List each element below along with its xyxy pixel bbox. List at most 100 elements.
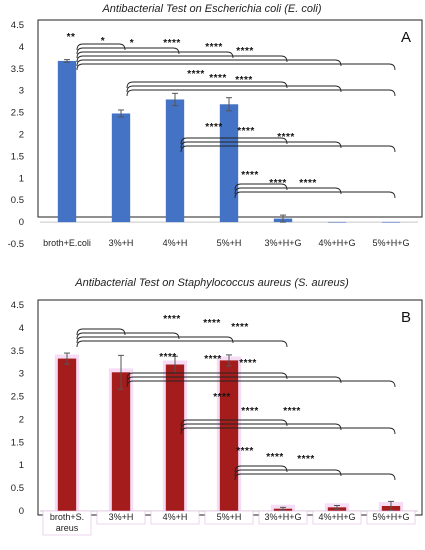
significance-label: **** — [159, 352, 177, 363]
significance-bracket — [76, 51, 234, 59]
panel-label: B — [401, 309, 411, 326]
category-label-line: 3%+H — [109, 512, 134, 522]
significance-bracket — [76, 332, 180, 340]
significance-bracket — [180, 141, 342, 149]
y-tick-label: 0.5 — [11, 483, 24, 494]
category-label: broth+S. areus — [50, 512, 84, 533]
significance-label: **** — [277, 132, 295, 143]
significance-bracket — [234, 469, 342, 477]
y-tick-label: 4.5 — [11, 300, 24, 311]
significance-bracket — [234, 191, 396, 199]
category-label-box — [96, 510, 146, 525]
category-label-box — [258, 510, 308, 525]
y-tick-label: 4.5 — [11, 20, 24, 31]
significance-label: **** — [204, 354, 222, 365]
chart-panel-b: Antibacterial Test on Staphylococcus aur… — [11, 277, 423, 536]
category-label-line: 5%+H — [217, 512, 242, 522]
significance-bracket — [180, 137, 288, 145]
bar — [165, 364, 185, 511]
category-label-line: 4%+H — [163, 512, 188, 522]
category-label: broth+E.coli — [43, 238, 91, 248]
significance-label: **** — [205, 122, 223, 133]
y-tick-label: 2 — [19, 414, 24, 425]
significance-label: **** — [269, 178, 287, 189]
significance-bracket — [126, 376, 342, 384]
significance-label: **** — [163, 314, 181, 325]
significance-bracket — [126, 380, 396, 388]
category-label-line: 4%+H+G — [318, 512, 355, 522]
bar — [219, 104, 239, 223]
significance-label: **** — [231, 322, 249, 333]
y-tick-label: 1.5 — [11, 151, 24, 162]
significance-bracket — [234, 473, 396, 481]
category-label-line: 4%+H+G — [318, 238, 355, 248]
significance-label: **** — [299, 178, 317, 189]
significance-label: **** — [239, 358, 257, 369]
bar — [111, 372, 131, 511]
y-tick-label: 1.5 — [11, 437, 24, 448]
category-label-box — [150, 510, 200, 525]
significance-label: **** — [236, 46, 254, 57]
significance-bracket — [76, 59, 342, 67]
significance-bracket — [126, 89, 396, 97]
significance-bracket — [76, 63, 396, 71]
category-label: 5%+H — [217, 238, 242, 248]
category-label: 4%+H+G — [318, 512, 355, 522]
significance-label: **** — [187, 69, 205, 80]
y-tick-label: 0 — [19, 506, 24, 517]
category-label: 3%+H+G — [264, 512, 301, 522]
y-tick-label: 3 — [19, 369, 24, 380]
category-label: 3%+H — [109, 238, 134, 248]
category-label-line: broth+E.coli — [43, 238, 91, 248]
category-label-line: 3%+H+G — [264, 512, 301, 522]
y-tick-label: 4 — [19, 323, 24, 334]
category-label-line: 3%+H+G — [264, 238, 301, 248]
significance-label: * — [130, 38, 134, 49]
significance-label: **** — [241, 170, 259, 181]
category-label-box — [42, 510, 92, 536]
significance-bracket — [76, 55, 288, 63]
significance-bracket — [126, 372, 288, 380]
significance-bracket — [76, 47, 180, 55]
significance-label: **** — [205, 42, 223, 53]
category-label: 3%+H — [109, 512, 134, 522]
bar — [165, 99, 185, 223]
bar — [111, 113, 131, 223]
y-tick-label: 2 — [19, 130, 24, 141]
y-tick-label: 2.5 — [11, 108, 24, 119]
y-tick-label: 1 — [19, 173, 24, 184]
significance-label: **** — [297, 454, 315, 465]
significance-label: ** — [67, 32, 76, 43]
category-label: 5%+H+G — [372, 238, 409, 248]
significance-label: * — [101, 36, 105, 47]
significance-bracket — [234, 183, 288, 191]
significance-bracket — [76, 336, 234, 344]
category-label-line: 5%+H — [217, 238, 242, 248]
bar — [219, 360, 239, 511]
bar — [327, 221, 347, 223]
category-label: 4%+H — [163, 238, 188, 248]
significance-label: **** — [213, 392, 231, 403]
significance-label: **** — [266, 452, 284, 463]
significance-bracket — [180, 419, 288, 427]
bar — [381, 221, 401, 223]
category-label-line: 5%+H+G — [372, 512, 409, 522]
category-label-line: 5%+H+G — [372, 238, 409, 248]
significance-bracket — [180, 427, 396, 435]
category-label: 3%+H+G — [264, 238, 301, 248]
category-label: 5%+H+G — [372, 512, 409, 522]
significance-label: **** — [237, 126, 255, 137]
significance-label: **** — [236, 446, 254, 457]
category-label: 4%+H+G — [318, 238, 355, 248]
bar — [57, 60, 77, 223]
significance-bracket — [234, 465, 288, 473]
significance-label: **** — [283, 406, 301, 417]
significance-bracket — [126, 81, 288, 89]
y-tick-label: 3.5 — [11, 64, 24, 75]
significance-label: **** — [163, 38, 181, 49]
y-tick-label: -0.5 — [8, 239, 24, 250]
y-tick-label: 3.5 — [11, 346, 24, 357]
category-label-box — [366, 510, 416, 525]
significance-label: **** — [209, 73, 227, 84]
